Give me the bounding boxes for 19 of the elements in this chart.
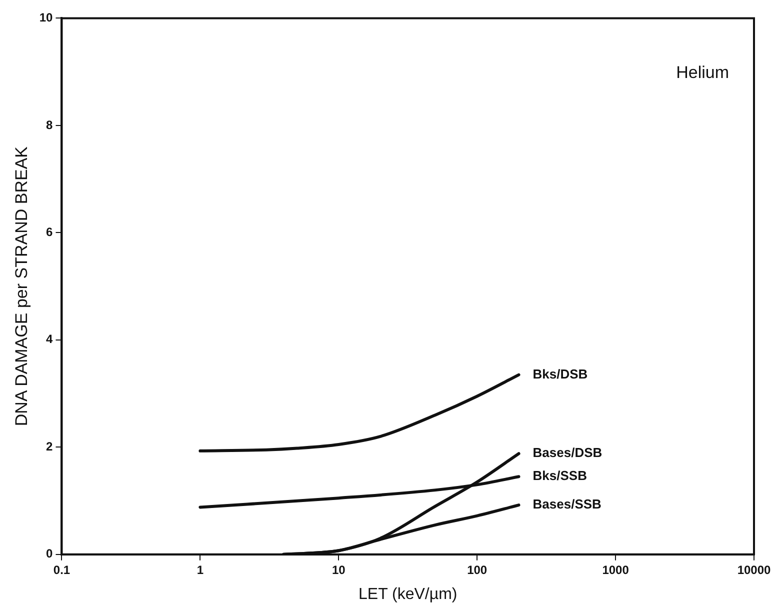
y-axis-title: DNA DAMAGE per STRAND BREAK — [12, 146, 31, 426]
y-tick-label: 2 — [46, 439, 54, 454]
x-tick-label: 0.1 — [53, 562, 70, 577]
y-tick-label: 8 — [46, 118, 54, 132]
x-axis-title: LET (keV/µm) — [358, 586, 458, 603]
y-tick-label: 0 — [46, 546, 54, 561]
series-label: Bases/SSB — [532, 496, 602, 512]
x-tick-label: 1 — [196, 562, 204, 577]
x-tick-label: 10 — [332, 562, 346, 577]
series-label: Bks/SSB — [532, 468, 587, 484]
y-tick-label: 4 — [46, 332, 54, 346]
x-tick-label: 10000 — [737, 562, 772, 577]
y-tick-label: 6 — [46, 224, 54, 239]
annotation: Helium — [676, 62, 729, 82]
series-label: Bks/DSB — [532, 366, 588, 382]
y-tick-label: 10 — [39, 10, 54, 25]
series-label: Bases/DSB — [532, 445, 602, 460]
x-tick-label: 100 — [467, 562, 488, 577]
x-tick-label: 1000 — [602, 562, 630, 577]
